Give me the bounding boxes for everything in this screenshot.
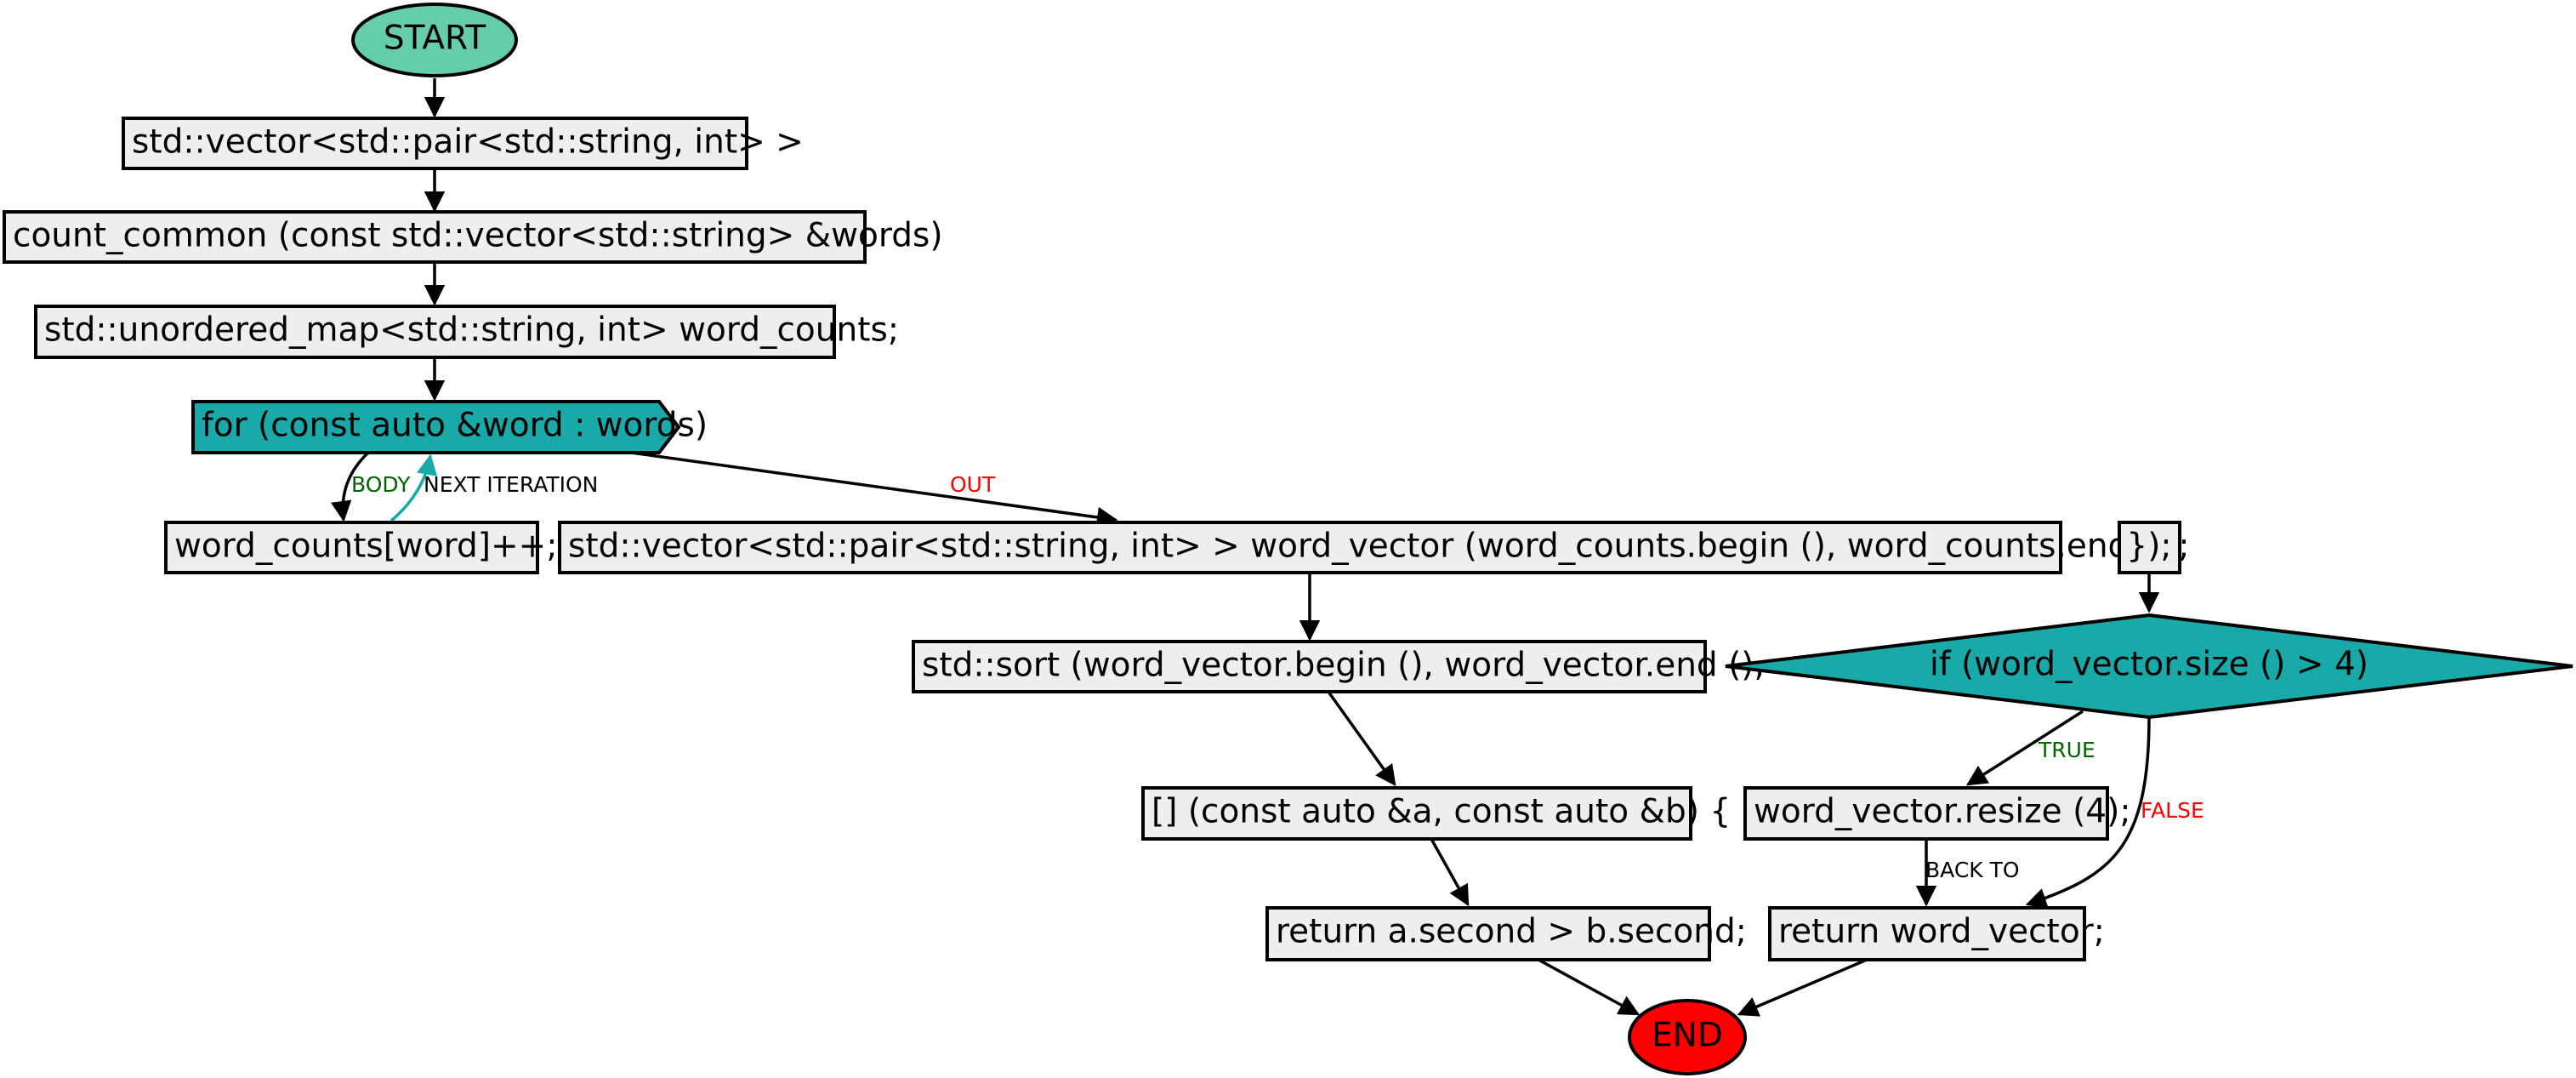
edge-lambda-to-returncmp bbox=[1430, 838, 1470, 907]
increment-node: word_counts[word]++; bbox=[164, 521, 558, 574]
sort-call-node: std::sort (word_vector.begin (), word_ve… bbox=[912, 640, 1765, 693]
edge-returncmp-to-end bbox=[1538, 958, 1641, 1016]
resize-label: word_vector.resize (4); bbox=[1754, 793, 2130, 831]
lambda-node: [] (const auto &a, const auto &b) { bbox=[1141, 786, 1731, 841]
signature-node: count_common (const std::vector<std::str… bbox=[3, 210, 943, 264]
return-type-node: std::vector<std::pair<std::string, int> … bbox=[122, 117, 804, 170]
edge-forloop-out bbox=[630, 451, 1118, 528]
edges bbox=[331, 78, 2160, 1017]
start-label: START bbox=[384, 20, 486, 58]
if-decision-label: if (word_vector.size () > 4) bbox=[1930, 646, 2368, 684]
vector-declaration-node: std::vector<std::pair<std::string, int> … bbox=[558, 521, 2190, 574]
end-node: END bbox=[1628, 999, 1747, 1075]
return-type-label: std::vector<std::pair<std::string, int> … bbox=[132, 123, 804, 162]
closing-brace-node: }); bbox=[2118, 521, 2181, 574]
edge-if-true bbox=[1965, 710, 2084, 786]
signature-label: count_common (const std::vector<std::str… bbox=[13, 217, 943, 255]
return-vector-node: return word_vector; bbox=[1768, 906, 2105, 961]
edge-labels: BODY NEXT ITERATION OUT TRUE FALSE BACK … bbox=[351, 472, 2204, 882]
for-loop-label: for (const auto &word : words) bbox=[202, 407, 708, 445]
label-false: FALSE bbox=[2141, 798, 2204, 823]
return-comparison-label: return a.second > b.second; bbox=[1276, 913, 1747, 951]
nodes: START std::vector<std::pair<std::string,… bbox=[3, 3, 2573, 1075]
label-out: OUT bbox=[950, 472, 996, 497]
increment-label: word_counts[word]++; bbox=[174, 528, 558, 566]
vector-declaration-label: std::vector<std::pair<std::string, int> … bbox=[568, 528, 2190, 566]
edge-if-false bbox=[2025, 716, 2151, 909]
label-body: BODY bbox=[351, 472, 411, 497]
lambda-label: [] (const auto &a, const auto &b) { bbox=[1152, 793, 1731, 831]
sort-call-label: std::sort (word_vector.begin (), word_ve… bbox=[922, 647, 1765, 685]
end-label: END bbox=[1652, 1017, 1723, 1055]
label-next-iteration: NEXT ITERATION bbox=[424, 472, 598, 497]
label-back-to: BACK TO bbox=[1925, 858, 2020, 882]
map-declaration-node: std::unordered_map<std::string, int> wor… bbox=[34, 305, 899, 359]
return-vector-label: return word_vector; bbox=[1778, 913, 2105, 951]
edge-sort-to-lambda bbox=[1327, 690, 1396, 786]
label-true: TRUE bbox=[2038, 738, 2095, 762]
map-declaration-label: std::unordered_map<std::string, int> wor… bbox=[44, 311, 899, 350]
resize-node: word_vector.resize (4); bbox=[1743, 786, 2130, 841]
closing-brace-label: }); bbox=[2126, 528, 2171, 566]
return-comparison-node: return a.second > b.second; bbox=[1265, 906, 1747, 961]
start-node: START bbox=[351, 3, 518, 77]
edge-forloop-body bbox=[331, 451, 370, 522]
edge-next-iteration bbox=[390, 453, 438, 522]
if-decision-node: if (word_vector.size () > 4) bbox=[1725, 613, 2573, 720]
edge-returnvec-to-end bbox=[1737, 958, 1868, 1017]
for-loop-node: for (const auto &word : words) bbox=[191, 400, 708, 454]
